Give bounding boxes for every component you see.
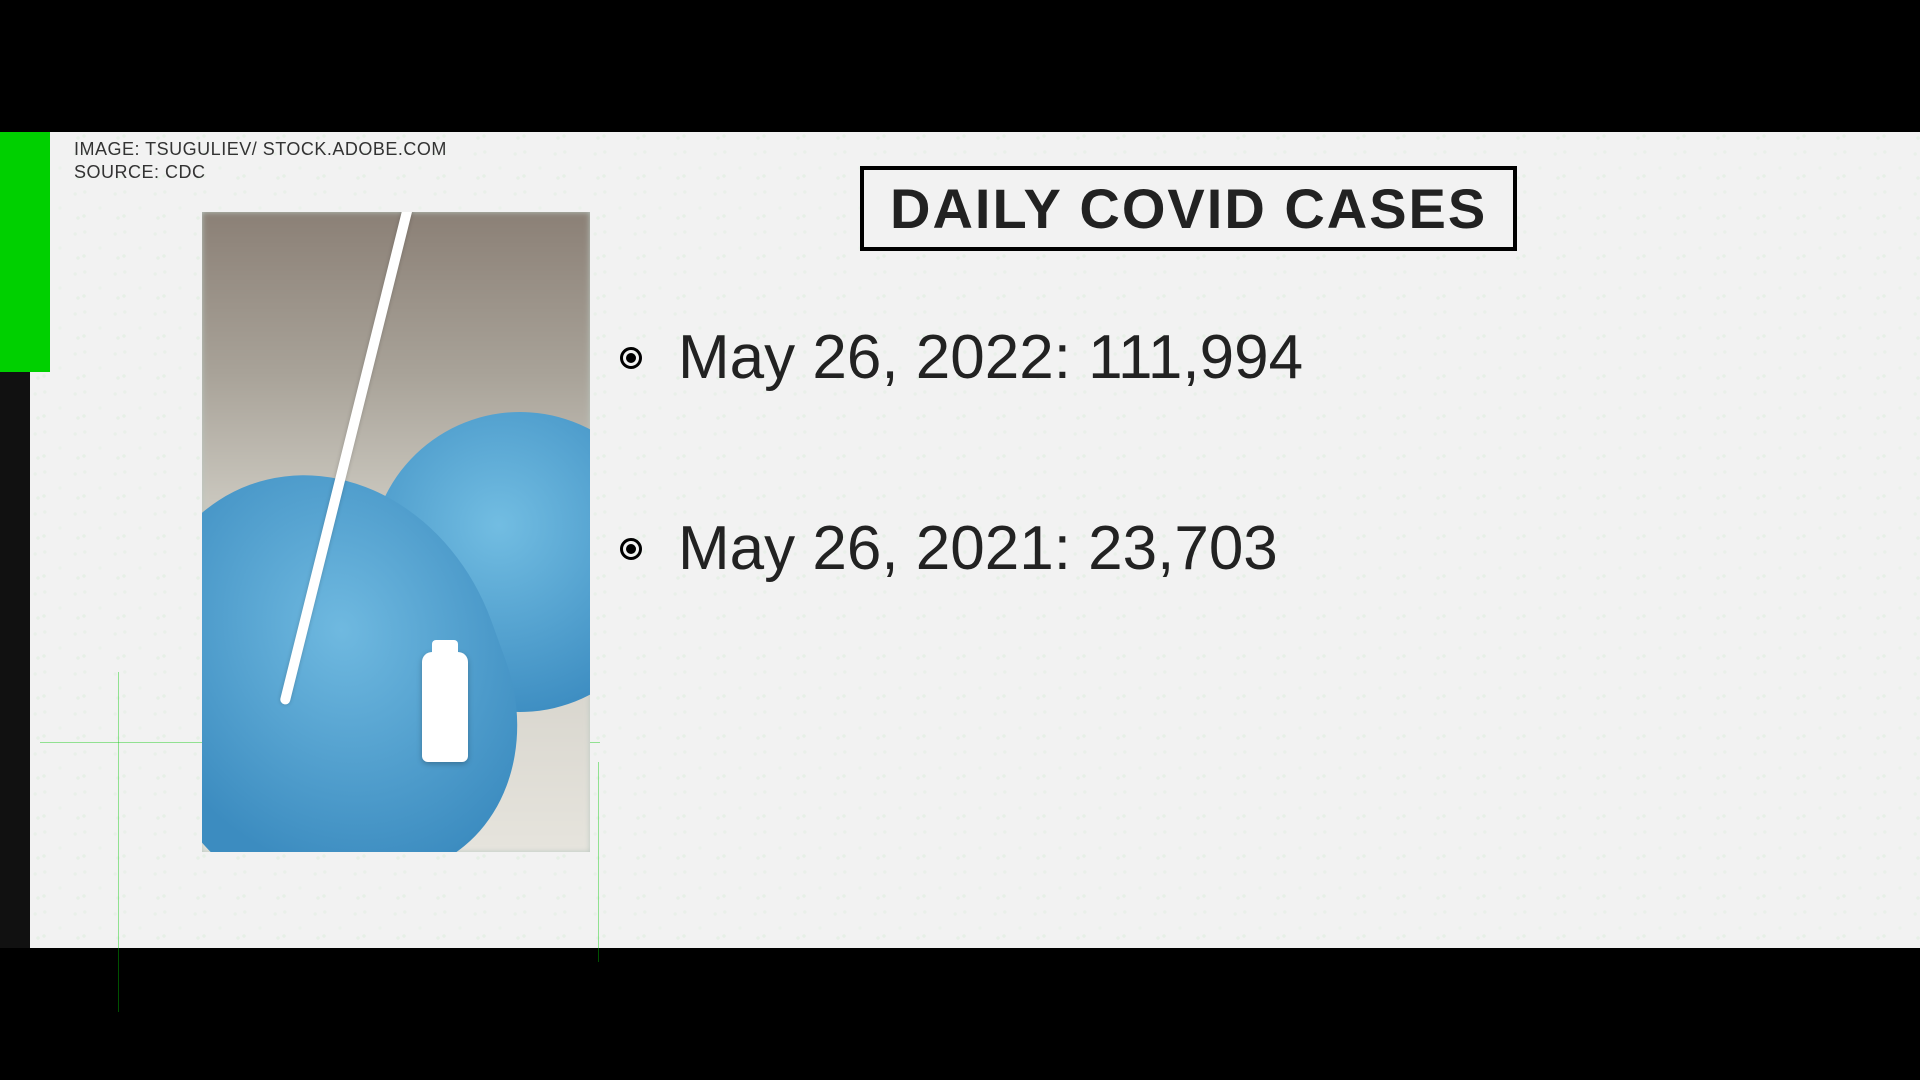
title-text: DAILY COVID CASES xyxy=(890,177,1487,240)
title-box: DAILY COVID CASES xyxy=(860,166,1517,251)
bullet-marker-icon xyxy=(620,347,642,369)
accent-green-strip xyxy=(0,132,50,372)
bullet-text: May 26, 2021: 23,703 xyxy=(678,513,1278,584)
photo-vial xyxy=(422,652,468,762)
bullet-list: May 26, 2022: 111,994 May 26, 2021: 23,7… xyxy=(620,322,1840,704)
letterbox-top xyxy=(0,0,1920,132)
accent-black-strip xyxy=(0,372,30,948)
bullet-item: May 26, 2021: 23,703 xyxy=(620,513,1840,584)
photo-covid-swab xyxy=(202,212,590,852)
letterbox-bottom xyxy=(0,948,1920,1080)
bullet-text: May 26, 2022: 111,994 xyxy=(678,322,1303,393)
credit-block: IMAGE: TSUGULIEV/ STOCK.ADOBE.COM SOURCE… xyxy=(74,138,447,185)
decorative-vline-1 xyxy=(118,672,119,1012)
content-frame: IMAGE: TSUGULIEV/ STOCK.ADOBE.COM SOURCE… xyxy=(0,132,1920,948)
decorative-vline-2 xyxy=(598,762,599,962)
source-credit: SOURCE: CDC xyxy=(74,161,447,184)
image-credit: IMAGE: TSUGULIEV/ STOCK.ADOBE.COM xyxy=(74,138,447,161)
bullet-item: May 26, 2022: 111,994 xyxy=(620,322,1840,393)
bullet-marker-icon xyxy=(620,538,642,560)
